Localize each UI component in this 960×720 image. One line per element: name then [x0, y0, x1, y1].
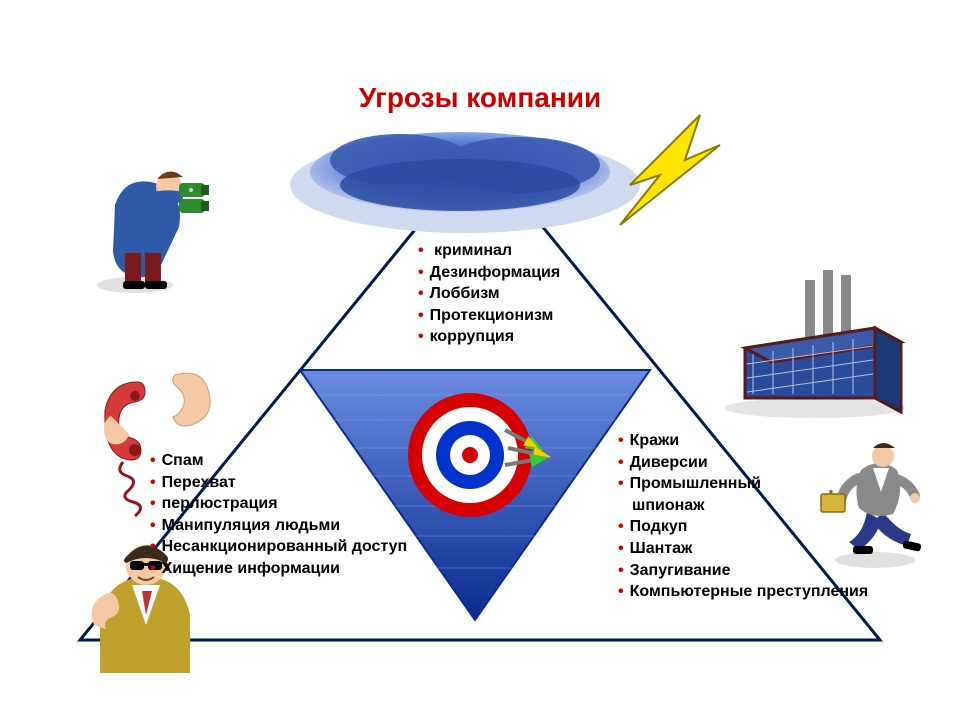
lightning-icon [620, 115, 720, 225]
threat-item: Перехват [150, 472, 407, 494]
svg-layer [0, 0, 960, 720]
threat-item: Лоббизм [418, 283, 560, 305]
threat-item: криминал [418, 240, 560, 262]
threat-list-left: СпамПерехватперлюстрацияМанипуляция людь… [150, 450, 407, 580]
factory-icon [725, 270, 905, 418]
threat-item: Шантаж [618, 538, 868, 560]
threat-item: коррупция [418, 326, 560, 348]
threat-item: Запугивание [618, 560, 868, 582]
threat-item: Промышленный [618, 473, 868, 495]
threat-item: Хищение информации [150, 558, 407, 580]
threat-item: Несанкционированный доступ [150, 536, 407, 558]
threat-item: Дезинформация [418, 262, 560, 284]
threat-item: Манипуляция людьми [150, 515, 407, 537]
threat-item: Подкуп [618, 516, 868, 538]
spy-binoculars-icon [97, 171, 209, 293]
threat-list-top: криминалДезинформацияЛоббизмПротекциониз… [418, 240, 560, 348]
threat-item: Кражи [618, 430, 868, 452]
cloud-icon [290, 132, 640, 233]
threat-list-right: КражиДиверсииПромышленный шпионажПодкупШ… [618, 430, 868, 603]
target-icon [408, 393, 532, 517]
threat-item: перлюстрация [150, 493, 407, 515]
threat-item: Диверсии [618, 452, 868, 474]
threat-item: шпионаж [618, 495, 868, 517]
threat-item: Спам [150, 450, 407, 472]
diagram-stage: Угрозы компании [0, 0, 960, 720]
threat-item: Компьютерные преступления [618, 581, 868, 603]
threat-item: Протекционизм [418, 305, 560, 327]
